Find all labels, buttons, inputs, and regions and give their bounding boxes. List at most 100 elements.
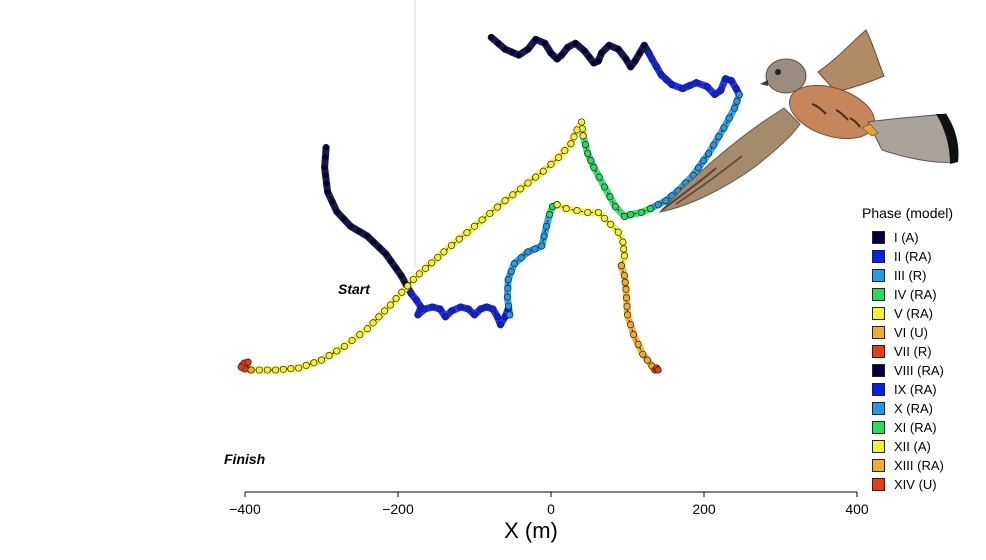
data-point <box>657 71 665 79</box>
legend-label: II (RA) <box>894 249 932 264</box>
data-point <box>590 163 598 171</box>
data-point <box>705 149 713 158</box>
data-point <box>595 173 603 181</box>
data-point <box>363 232 371 240</box>
data-point <box>382 250 390 258</box>
data-point <box>662 76 671 84</box>
legend: Phase (model) I (A) II (RA) III (R) IV (RA)… <box>862 205 982 494</box>
legend-item: IX (RA) <box>862 380 982 399</box>
legend-swatch <box>872 231 885 244</box>
legend-swatch <box>872 459 885 472</box>
data-point <box>699 157 708 165</box>
data-point <box>622 294 631 302</box>
data-point <box>622 55 630 63</box>
data-point <box>732 85 740 93</box>
data-point <box>614 45 622 53</box>
data-point <box>317 356 326 364</box>
legend-item: IV (RA) <box>862 285 982 304</box>
data-point <box>627 63 635 71</box>
data-point <box>531 245 539 253</box>
data-point <box>387 257 395 265</box>
data-point <box>721 75 729 83</box>
data-point <box>668 81 676 89</box>
data-point <box>504 302 513 310</box>
data-point <box>322 144 330 152</box>
data-point <box>607 220 615 228</box>
data-point <box>464 305 472 313</box>
data-point <box>487 33 495 41</box>
data-point <box>538 242 546 250</box>
data-point <box>397 271 405 280</box>
data-point <box>636 49 644 57</box>
x-axis-ticks: −400 −200 0 200 400 <box>229 492 869 517</box>
data-point <box>547 160 555 168</box>
data-point <box>310 359 318 367</box>
data-point <box>581 141 589 149</box>
data-point <box>653 63 661 71</box>
data-point <box>620 245 628 253</box>
data-point <box>369 238 378 246</box>
data-point <box>507 268 515 276</box>
data-point <box>524 248 532 256</box>
data-point <box>581 47 589 55</box>
legend-title: Phase (model) <box>862 205 954 221</box>
data-point <box>645 49 653 57</box>
data-point <box>611 203 619 211</box>
legend-swatch <box>872 326 885 339</box>
data-point <box>255 366 263 374</box>
legend-label: IV (RA) <box>894 287 937 302</box>
data-point <box>376 244 384 252</box>
data-point <box>516 185 524 193</box>
data-point <box>455 235 463 243</box>
data-point <box>369 319 377 327</box>
data-point <box>614 228 622 236</box>
data-point <box>508 48 516 56</box>
data-point <box>623 311 632 319</box>
legend-item: III (R) <box>862 266 982 285</box>
data-point <box>503 293 511 301</box>
data-point <box>302 361 310 369</box>
data-point <box>540 232 548 240</box>
legend-swatch <box>872 364 885 377</box>
data-point <box>617 262 625 270</box>
data-point <box>578 118 586 126</box>
data-point <box>421 264 430 272</box>
data-point <box>621 278 629 286</box>
legend-label: XII (A) <box>894 439 931 454</box>
data-point <box>727 77 736 85</box>
legend-item: XIII (RA) <box>862 456 982 475</box>
legend-item: V (RA) <box>862 304 982 323</box>
data-point <box>493 313 501 321</box>
legend-item: II (RA) <box>862 247 982 266</box>
data-point <box>496 321 505 329</box>
x-axis-label: X (m) <box>504 518 558 543</box>
data-point <box>355 227 363 235</box>
data-point <box>506 311 514 319</box>
data-point <box>579 132 587 140</box>
data-point <box>725 114 733 122</box>
finish-annotation: Finish <box>224 451 265 467</box>
x-tick-label: −400 <box>229 501 261 517</box>
data-point <box>573 126 581 134</box>
data-point <box>606 193 614 201</box>
data-point <box>694 164 702 172</box>
data-point <box>524 179 532 187</box>
data-point <box>321 163 329 171</box>
legend-item: I (A) <box>862 228 982 247</box>
legend-items: I (A) II (RA) III (R) IV (RA) V (RA) VI (U) VI… <box>862 228 982 494</box>
data-point <box>247 366 255 374</box>
data-point <box>643 356 651 364</box>
legend-item: XIV (U) <box>862 475 982 494</box>
data-point <box>457 303 465 311</box>
data-point <box>639 350 647 358</box>
data-point <box>347 222 355 230</box>
legend-item: X (RA) <box>862 399 982 418</box>
data-point <box>627 210 635 219</box>
data-point <box>685 82 694 90</box>
data-point <box>321 153 329 161</box>
data-point <box>733 97 741 105</box>
data-point <box>478 216 486 224</box>
data-point <box>494 39 502 47</box>
data-point <box>600 214 609 222</box>
